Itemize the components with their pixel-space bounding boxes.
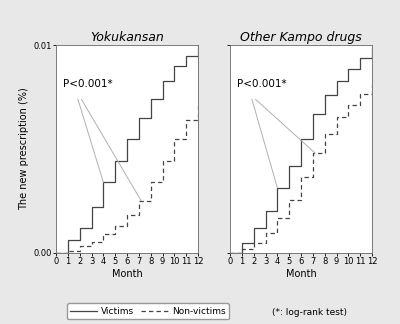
X-axis label: Month: Month: [286, 269, 316, 279]
Title: Yokukansan: Yokukansan: [90, 31, 164, 44]
Legend: Victims, Non-victims: Victims, Non-victims: [67, 303, 229, 319]
Text: (*: log-rank test): (*: log-rank test): [272, 308, 348, 317]
Title: Other Kampo drugs: Other Kampo drugs: [240, 31, 362, 44]
X-axis label: Month: Month: [112, 269, 142, 279]
Text: P<0.001*: P<0.001*: [236, 79, 286, 89]
Text: P<0.001*: P<0.001*: [62, 79, 112, 89]
Y-axis label: The new prescription (%): The new prescription (%): [19, 88, 29, 210]
